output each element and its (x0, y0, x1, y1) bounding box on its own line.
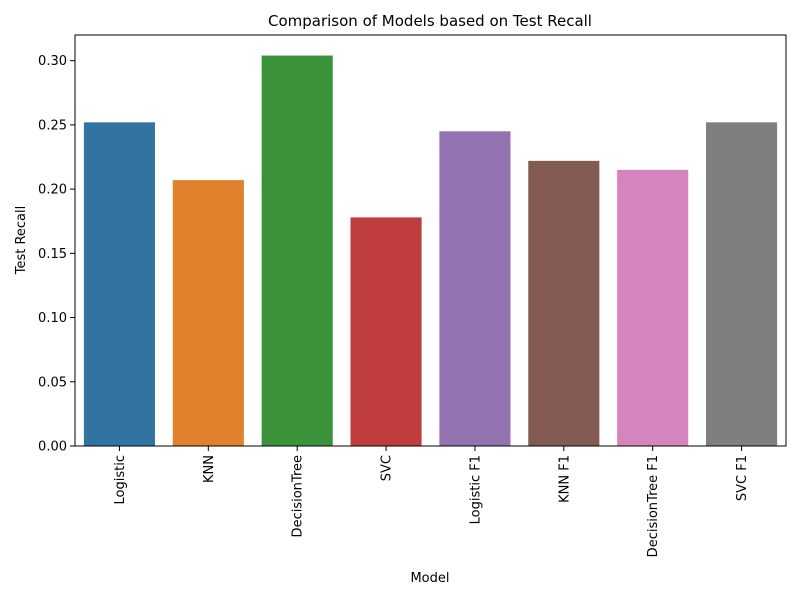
x-axis-label: Model (410, 571, 449, 586)
bar-svc-f1 (706, 122, 778, 446)
bar-decisiontree-f1 (617, 169, 689, 447)
bar-decisiontree (261, 55, 333, 447)
bar-logistic-f1 (439, 131, 511, 446)
x-tick-label: DecisionTree (291, 455, 306, 537)
x-tick-label: KNN (202, 455, 217, 483)
x-tick-label: Logistic (113, 455, 128, 504)
x-axis: Logistic KNN DecisionTree SVC Logistic F1 KNN… (113, 446, 750, 557)
bar-knn (172, 180, 244, 446)
x-tick-label: SVC (380, 455, 395, 481)
y-axis: 0.00 0.05 0.10 0.15 0.20 0.25 0.30 (38, 54, 75, 455)
y-tick-label: 0.15 (38, 247, 67, 262)
y-tick-label: 0.10 (38, 311, 67, 326)
x-tick-label: SVC F1 (735, 455, 750, 501)
bars-layer (83, 55, 778, 447)
x-tick-label: DecisionTree F1 (646, 455, 661, 557)
bar-knn-f1 (528, 160, 600, 446)
y-tick-label: 0.00 (38, 440, 67, 455)
y-tick-label: 0.25 (38, 118, 67, 133)
chart-title: Comparison of Models based on Test Recal… (268, 12, 592, 30)
bar-svc (350, 217, 422, 446)
y-tick-label: 0.05 (38, 375, 67, 390)
y-axis-label: Test Recall (14, 206, 29, 276)
bar-logistic (83, 122, 155, 446)
plot-frame (74, 34, 787, 447)
y-tick-label: 0.20 (38, 183, 67, 198)
y-tick-label: 0.30 (38, 54, 67, 69)
x-tick-label: Logistic F1 (468, 455, 483, 524)
x-tick-label: KNN F1 (557, 455, 572, 503)
